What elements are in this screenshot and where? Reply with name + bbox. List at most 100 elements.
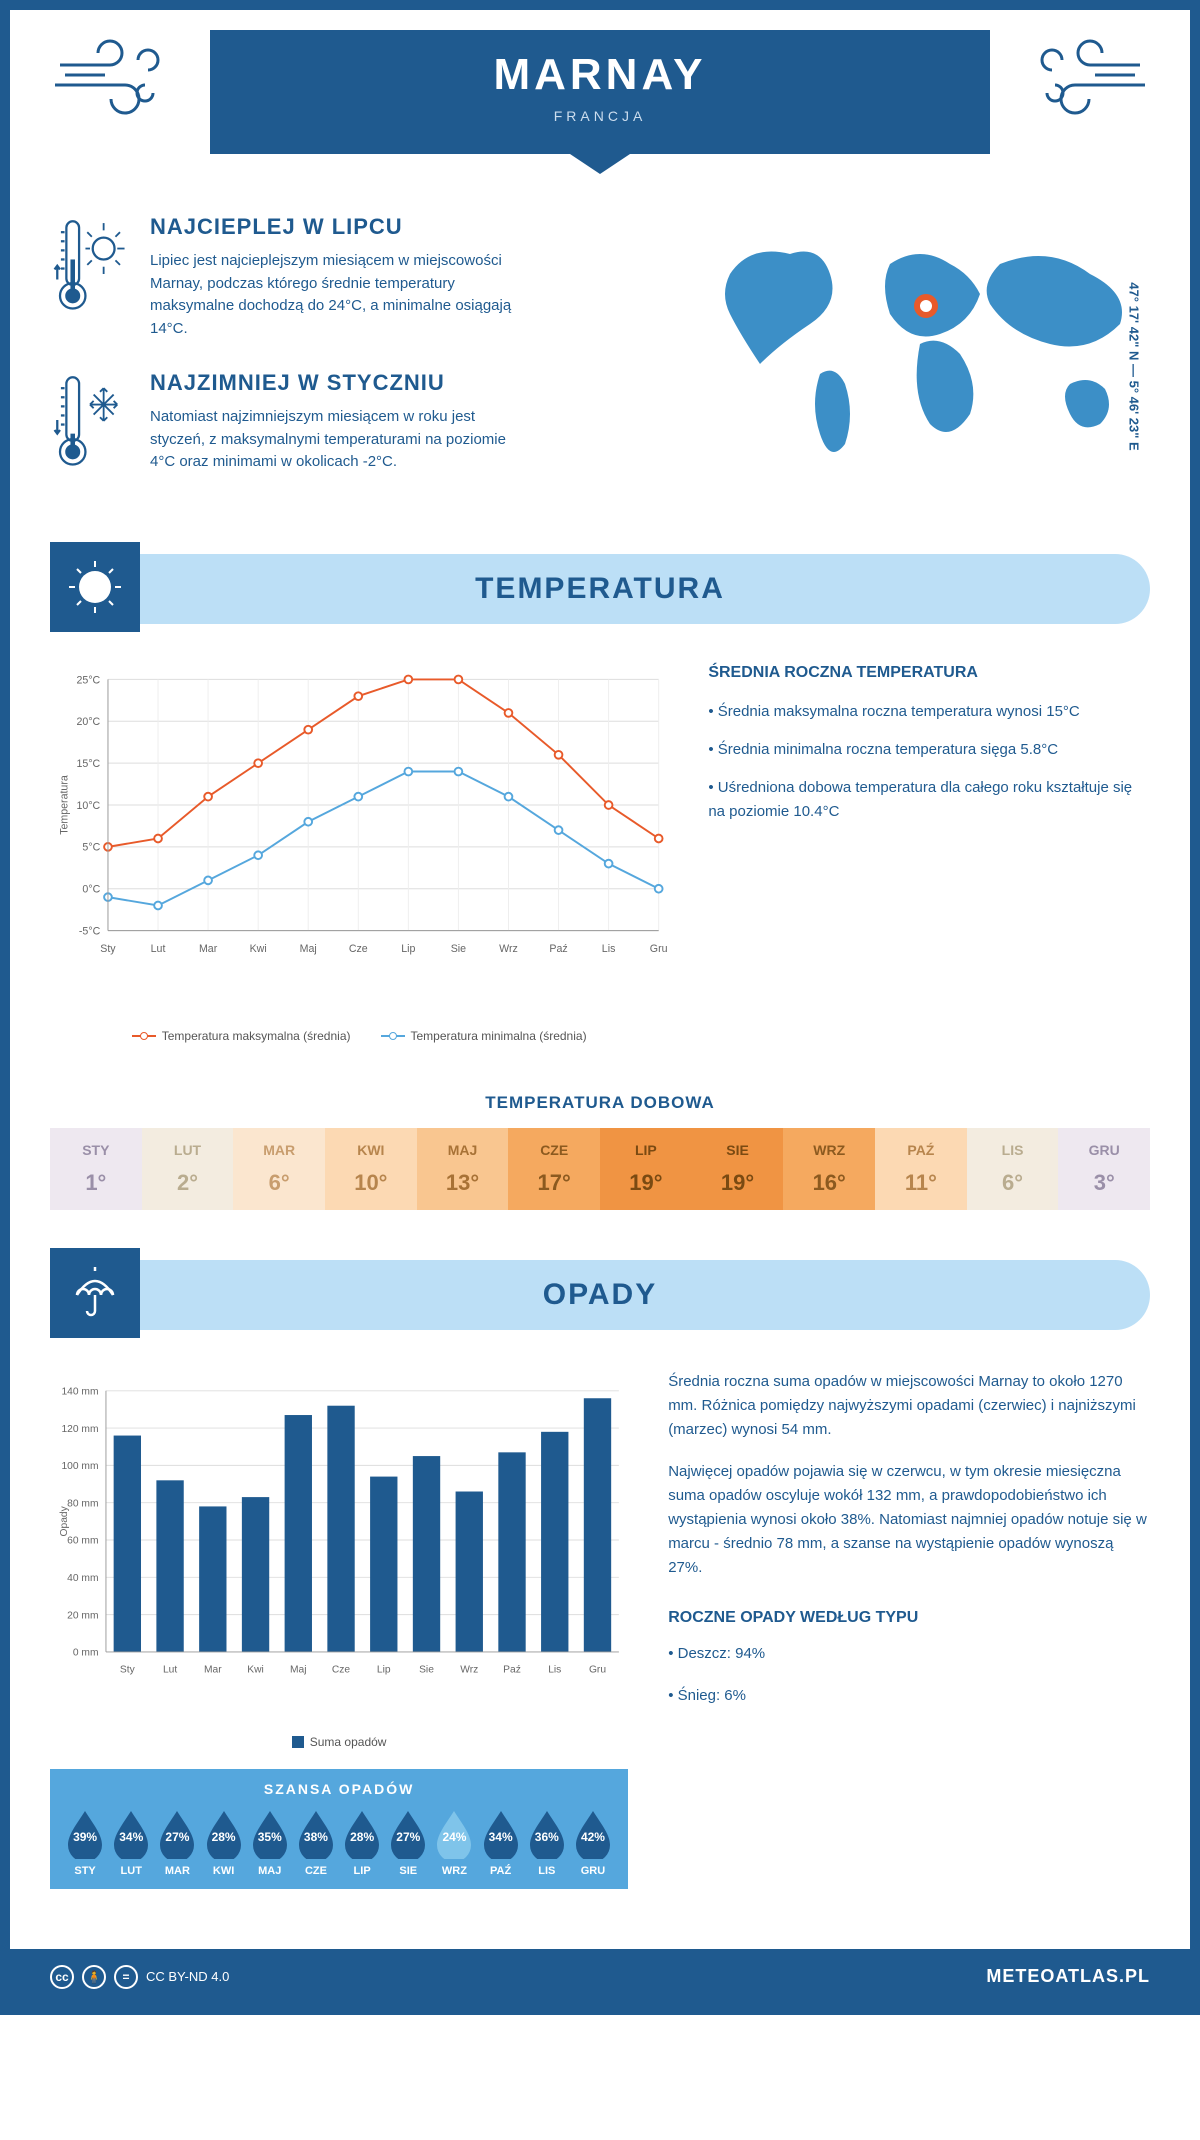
chance-drop: 27%SIE (387, 1807, 429, 1877)
svg-text:Maj: Maj (300, 942, 317, 954)
daily-cell: SIE19° (692, 1128, 784, 1210)
thermometer-cold-icon (50, 370, 130, 470)
svg-text:120 mm: 120 mm (61, 1423, 98, 1434)
temp-info-3: • Uśredniona dobowa temperatura dla całe… (708, 776, 1150, 824)
warm-text: Lipiec jest najcieplejszym miesiącem w m… (150, 250, 530, 340)
svg-text:40 mm: 40 mm (67, 1573, 98, 1584)
temp-info-1: • Średnia maksymalna roczna temperatura … (708, 700, 1150, 724)
svg-text:Sie: Sie (451, 942, 466, 954)
legend-min: Temperatura minimalna (średnia) (411, 1029, 587, 1043)
precipitation-chance-box: SZANSA OPADÓW 39%STY34%LUT27%MAR28%KWI35… (50, 1769, 628, 1889)
svg-text:Temperatura: Temperatura (58, 775, 70, 835)
footer: cc 🧍 = CC BY-ND 4.0 METEOATLAS.PL (10, 1949, 1190, 2005)
svg-text:Kwi: Kwi (250, 942, 267, 954)
wind-swirl-icon-left (50, 30, 170, 135)
chance-drop: 34%LUT (110, 1807, 152, 1877)
site-name: METEOATLAS.PL (986, 1966, 1150, 1987)
daily-cell: GRU3° (1058, 1128, 1150, 1210)
svg-text:25°C: 25°C (77, 674, 101, 686)
svg-text:20°C: 20°C (77, 716, 101, 728)
svg-text:Cze: Cze (349, 942, 368, 954)
daily-cell: WRZ16° (783, 1128, 875, 1210)
daily-cell: CZE17° (508, 1128, 600, 1210)
cold-text: Natomiast najzimniejszym miesiącem w rok… (150, 406, 530, 474)
daily-cell: LIS6° (967, 1128, 1059, 1210)
chance-title: SZANSA OPADÓW (62, 1781, 616, 1797)
svg-text:Wrz: Wrz (460, 1664, 478, 1675)
svg-text:Sie: Sie (419, 1664, 434, 1675)
sun-icon (50, 542, 140, 632)
world-map: 47° 17' 42" N — 5° 46' 23" E (690, 214, 1150, 504)
daily-cell: LUT2° (142, 1128, 234, 1210)
opady-title: OPADY (50, 1278, 1150, 1312)
title-banner: MARNAY FRANCJA (210, 30, 990, 154)
nd-icon: = (114, 1965, 138, 1989)
svg-text:Lis: Lis (602, 942, 616, 954)
chance-drop: 24%WRZ (433, 1807, 475, 1877)
daily-temp-table: STY1°LUT2°MAR6°KWI10°MAJ13°CZE17°LIP19°S… (50, 1128, 1150, 1210)
cc-icon: cc (50, 1965, 74, 1989)
daily-cell: MAJ13° (417, 1128, 509, 1210)
chance-drop: 28%KWI (203, 1807, 245, 1877)
svg-text:Sty: Sty (120, 1664, 136, 1675)
bar-legend: Suma opadów (310, 1735, 387, 1749)
opady-types-title: ROCZNE OPADY WEDŁUG TYPU (668, 1605, 1150, 1631)
by-icon: 🧍 (82, 1965, 106, 1989)
svg-text:Kwi: Kwi (247, 1664, 264, 1675)
chance-drop: 27%MAR (156, 1807, 198, 1877)
daily-cell: LIP19° (600, 1128, 692, 1210)
chance-drop: 34%PAŹ (480, 1807, 522, 1877)
daily-cell: KWI10° (325, 1128, 417, 1210)
svg-text:Lut: Lut (151, 942, 166, 954)
daily-cell: PAŹ11° (875, 1128, 967, 1210)
warm-title: NAJCIEPLEJ W LIPCU (150, 214, 530, 240)
svg-text:0 mm: 0 mm (73, 1647, 99, 1658)
temperature-line-chart: -5°C 0°C 5°C 10°C 15°C 20°C 25°C Sty Lut Mar Kwi Ma… (50, 664, 668, 1043)
svg-text:Wrz: Wrz (499, 942, 518, 954)
chance-drop: 39%STY (64, 1807, 106, 1877)
cold-title: NAJZIMNIEJ W STYCZNIU (150, 370, 530, 396)
svg-text:15°C: 15°C (77, 758, 101, 770)
daily-cell: MAR6° (233, 1128, 325, 1210)
opady-type-rain: • Deszcz: 94% (668, 1642, 1150, 1666)
svg-text:Cze: Cze (332, 1664, 351, 1675)
precipitation-section-header: OPADY (50, 1260, 1150, 1330)
precipitation-bar-chart: 0 mm20 mm40 mm60 mm80 mm100 mm120 mm140 … (50, 1370, 628, 1710)
svg-text:Sty: Sty (100, 942, 116, 954)
svg-text:-5°C: -5°C (79, 925, 101, 937)
svg-text:Lip: Lip (401, 942, 415, 954)
chance-drop: 28%LIP (341, 1807, 383, 1877)
wind-swirl-icon-right (1030, 30, 1150, 135)
opady-text-2: Najwięcej opadów pojawia się w czerwcu, … (668, 1460, 1150, 1580)
svg-text:80 mm: 80 mm (67, 1498, 98, 1509)
svg-text:Opady: Opady (59, 1505, 70, 1536)
temperature-section-header: TEMPERATURA (50, 554, 1150, 624)
svg-text:0°C: 0°C (82, 883, 100, 895)
svg-text:20 mm: 20 mm (67, 1610, 98, 1621)
svg-text:Paź: Paź (549, 942, 567, 954)
svg-text:140 mm: 140 mm (61, 1386, 98, 1397)
legend-max: Temperatura maksymalna (średnia) (162, 1029, 351, 1043)
svg-text:5°C: 5°C (82, 841, 100, 853)
thermometer-hot-icon (50, 214, 130, 314)
chance-drop: 35%MAJ (249, 1807, 291, 1877)
svg-text:Lis: Lis (548, 1664, 561, 1675)
country-name: FRANCJA (210, 108, 990, 124)
city-name: MARNAY (210, 50, 990, 100)
opady-type-snow: • Śnieg: 6% (668, 1684, 1150, 1708)
svg-text:Mar: Mar (204, 1664, 222, 1675)
svg-text:10°C: 10°C (77, 799, 101, 811)
opady-text-1: Średnia roczna suma opadów w miejscowośc… (668, 1370, 1150, 1442)
svg-text:Lip: Lip (377, 1664, 391, 1675)
chance-drop: 36%LIS (526, 1807, 568, 1877)
svg-text:Lut: Lut (163, 1664, 177, 1675)
umbrella-icon (50, 1248, 140, 1338)
svg-text:Gru: Gru (589, 1664, 606, 1675)
daily-temp-title: TEMPERATURA DOBOWA (10, 1093, 1190, 1113)
svg-text:Mar: Mar (199, 942, 218, 954)
chance-drop: 42%GRU (572, 1807, 614, 1877)
svg-text:Maj: Maj (290, 1664, 307, 1675)
chance-drop: 38%CZE (295, 1807, 337, 1877)
temperature-title: TEMPERATURA (50, 572, 1150, 606)
svg-text:Gru: Gru (650, 942, 668, 954)
